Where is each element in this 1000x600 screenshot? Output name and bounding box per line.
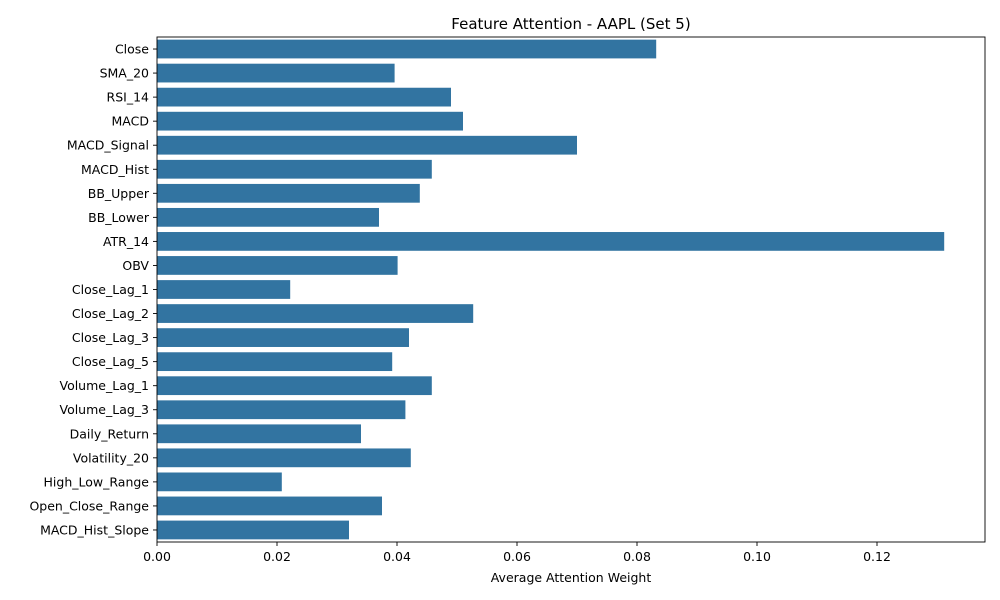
bar-macd-hist-slope [157,520,349,540]
y-tick-label: Open_Close_Range [29,498,149,513]
bar-volatility-20 [157,448,411,468]
y-tick-label: Close_Lag_3 [72,330,149,345]
bar-bb-upper [157,183,420,203]
bar-close-lag-2 [157,304,474,323]
bar-daily-return [157,424,361,444]
y-tick-label: SMA_20 [100,66,149,81]
y-tick-label: High_Low_Range [44,474,150,489]
y-tick-label: MACD_Signal [67,138,149,153]
x-axis-label: Average Attention Weight [491,570,652,585]
y-tick-label: RSI_14 [107,90,150,105]
bar-macd [157,111,463,131]
chart-title: Feature Attention - AAPL (Set 5) [451,15,690,33]
y-tick-label: Volume_Lag_1 [59,378,149,393]
bar-close-lag-3 [157,328,409,347]
bar-close-lag-1 [157,280,291,299]
x-tick-label: 0.12 [863,549,891,564]
bar-obv [157,256,398,275]
bars-group [157,39,945,540]
x-tick-label: 0.02 [263,549,291,564]
bar-sma-20 [157,63,395,83]
plot-frame [156,36,986,543]
y-tick-label: ATR_14 [103,234,149,249]
y-tick-label: BB_Upper [88,186,150,201]
bar-open-close-range [157,496,382,516]
bar-bb-lower [157,207,379,227]
y-tick-label: Close_Lag_1 [72,282,149,297]
bar-macd-signal [157,135,577,155]
y-tick-label: MACD [112,114,149,129]
bar-volume-lag-3 [157,400,406,420]
y-tick-label: BB_Lower [88,210,150,225]
x-tick-label: 0.00 [143,549,171,564]
y-tick-label: OBV [122,258,149,273]
y-tick-label: Volume_Lag_3 [59,402,149,417]
bar-macd-hist [157,159,432,179]
x-tick-label: 0.04 [383,549,411,564]
bar-high-low-range [157,472,282,492]
bar-close [157,39,657,59]
bar-volume-lag-1 [157,376,432,396]
y-tick-label: Close [115,42,149,57]
y-tick-label: MACD_Hist [81,162,149,177]
x-tick-label: 0.08 [623,549,651,564]
bar-rsi-14 [157,87,451,107]
bar-atr-14 [157,232,945,251]
y-tick-label: Daily_Return [70,426,149,441]
bar-close-lag-5 [157,352,393,372]
y-tick-label: MACD_Hist_Slope [40,522,149,537]
y-axis-ticks: Close SMA_20 RSI_14 MACD MACD_Signal MACD_His… [29,42,157,537]
y-tick-label: Volatility_20 [73,450,149,465]
y-tick-label: Close_Lag_5 [72,354,149,369]
y-tick-label: Close_Lag_2 [72,306,149,321]
x-tick-label: 0.06 [503,549,531,564]
x-tick-label: 0.10 [743,549,771,564]
x-axis-ticks: 0.00 0.02 0.04 0.06 0.08 0.10 0.12 [143,542,891,564]
